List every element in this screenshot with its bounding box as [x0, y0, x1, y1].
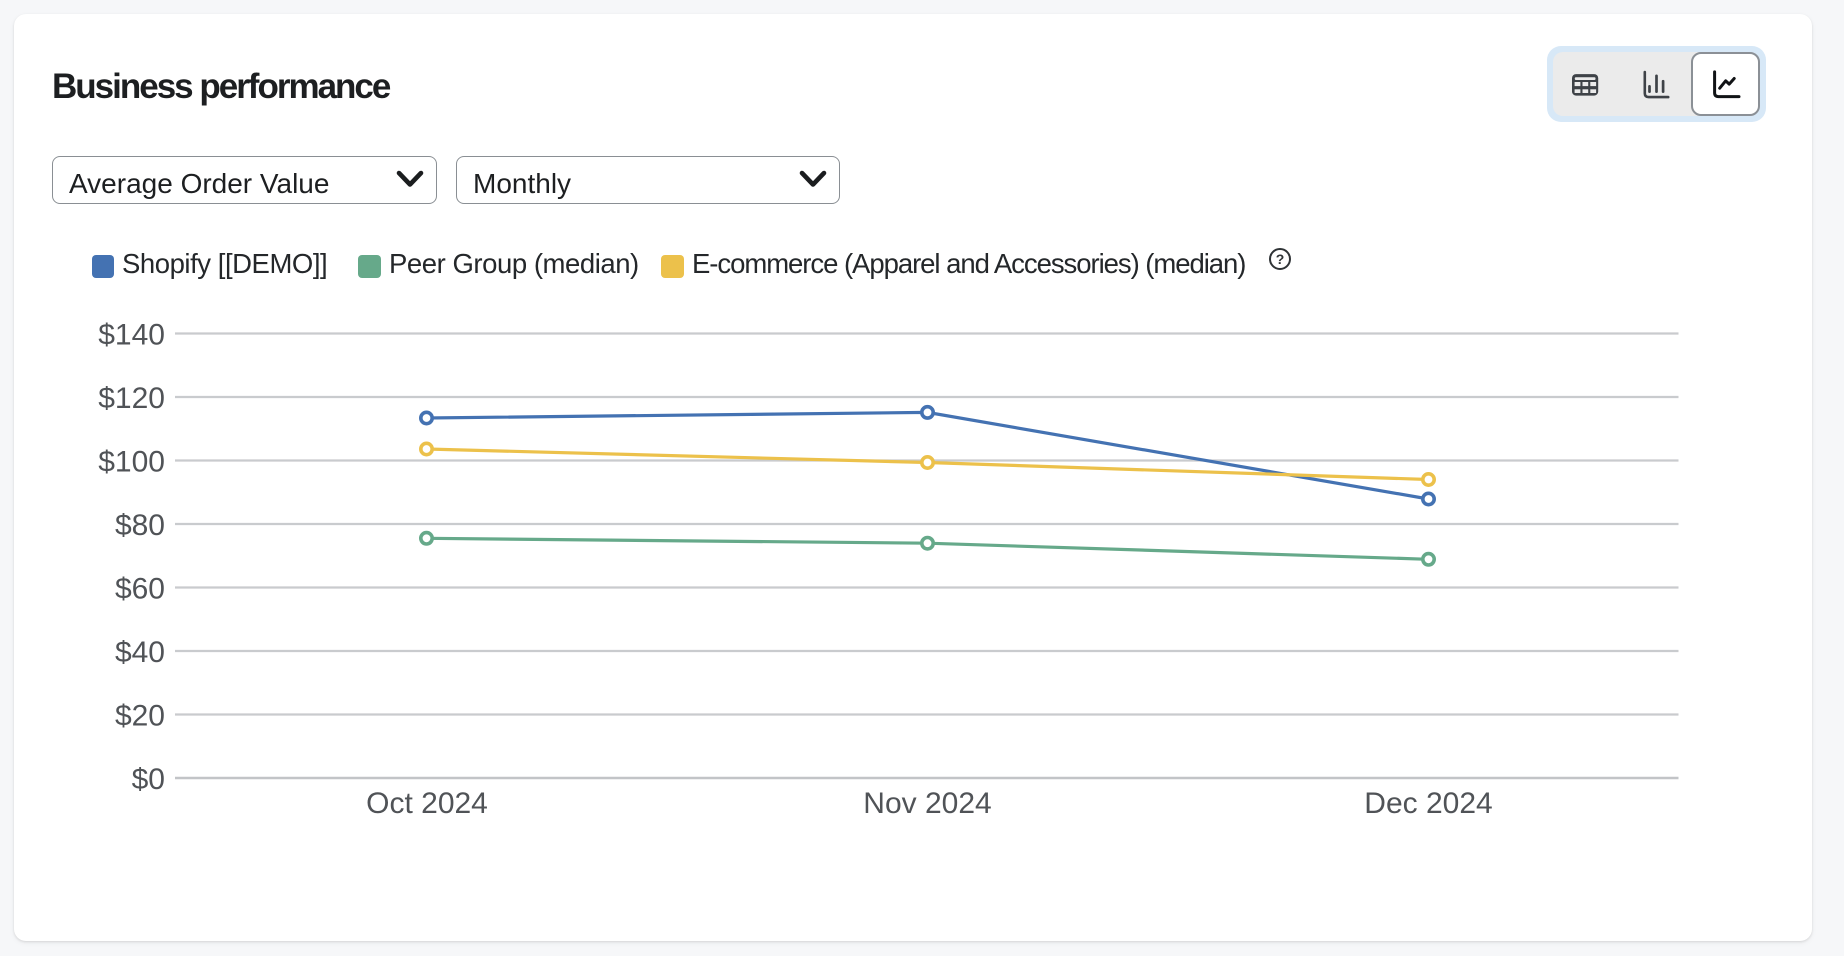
- svg-text:$100: $100: [98, 445, 165, 478]
- svg-text:$140: $140: [98, 318, 165, 351]
- svg-text:Dec 2024: Dec 2024: [1364, 787, 1492, 820]
- svg-text:$20: $20: [115, 699, 165, 732]
- svg-text:$40: $40: [115, 636, 165, 669]
- svg-text:$120: $120: [98, 382, 165, 415]
- svg-text:$80: $80: [115, 509, 165, 542]
- svg-text:$0: $0: [132, 763, 165, 796]
- svg-text:?: ?: [1276, 251, 1285, 267]
- svg-text:$60: $60: [115, 572, 165, 605]
- svg-text:Oct 2024: Oct 2024: [366, 787, 488, 820]
- svg-text:Nov 2024: Nov 2024: [863, 787, 991, 820]
